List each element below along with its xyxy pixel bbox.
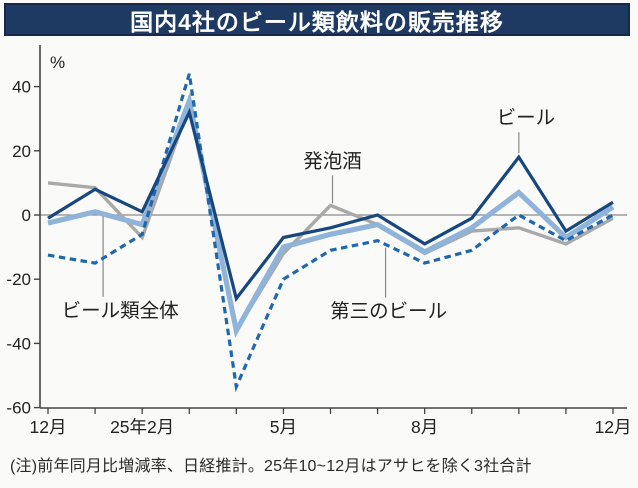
y-tick-label: 0 (22, 206, 31, 225)
y-tick-label: -60 (6, 399, 31, 418)
series-line-0 (47, 107, 614, 303)
x-tick-label: 12月 (30, 417, 67, 437)
chart-title-bar: 国内4社のビール類飲料の販売推移 (4, 3, 630, 36)
series-label: ビール (497, 107, 556, 129)
chart-footnote: (注)前年同月比増減率、日経推計。25年10~12月はアサヒを除く3社合計 (10, 458, 532, 475)
x-tick-label: 5月 (270, 417, 297, 437)
x-tick-label: 25年2月 (110, 417, 174, 437)
y-axis-unit-label: % (50, 53, 65, 72)
series-line-3 (47, 73, 614, 393)
y-tick-label: -40 (6, 334, 31, 353)
series-line-1 (47, 91, 615, 338)
chart-title: 国内4社のビール類飲料の販売推移 (130, 8, 504, 35)
series-line-2 (47, 99, 614, 336)
series-label: 第三のビール (330, 301, 447, 323)
y-tick-label: 20 (12, 142, 31, 161)
y-tick-label: 40 (12, 78, 31, 97)
series-label: 発泡酒 (303, 150, 362, 172)
x-tick-label: 12月 (595, 417, 632, 437)
y-tick-label: -20 (6, 270, 31, 289)
x-tick-label: 8月 (411, 417, 438, 437)
line-chart: 40 20 0 -20 -40 -60% 12月 25年2月 5月 8月 12月 ビール発泡酒第三のビ… (6, 45, 632, 437)
series-label: ビール類全体 (62, 300, 179, 322)
